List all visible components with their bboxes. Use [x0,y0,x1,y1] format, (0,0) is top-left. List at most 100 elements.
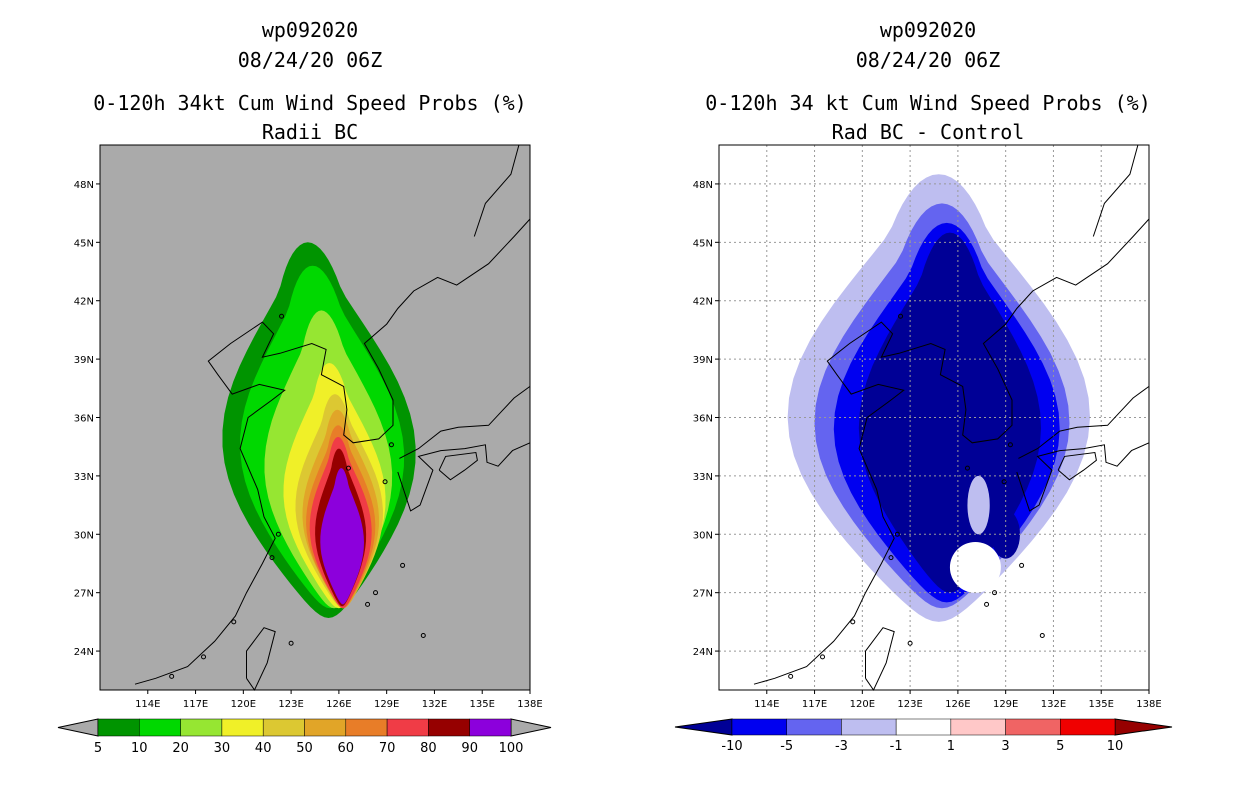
left-island [400,562,406,568]
right-island [850,619,856,625]
right-chart-subtitle: Rad BC - Control [831,120,1025,144]
right-gap-area [967,475,990,535]
right-colorbar-label: 5 [1056,739,1064,754]
right-lat-tick-label: 36N [693,414,713,425]
left-colorbar-swatch [469,718,512,737]
right-coastline [1016,442,1150,512]
right-coastline [1092,144,1139,237]
right-island [964,465,970,471]
left-lon-tick-label: 138E [517,699,542,710]
left-lat-tick-label: 39N [74,355,94,366]
right-grid [719,145,1149,690]
left-lon-tick-label: 129E [374,699,399,710]
right-colorbar-swatch [786,718,842,736]
right-storm-id: wp092020 [879,18,977,42]
left-chart: 114E 117E 120E 123E 126E 129E 132E 135E 138E 24N 2… [57,144,552,756]
right-island [992,590,998,596]
right-colorbar-label: -5 [780,739,793,754]
right-colorbar-under-arrow [674,718,733,736]
right-lat-tick-label: 48N [693,180,713,191]
left-lon-tick-label: 135E [470,699,495,710]
left-island [373,590,379,596]
right-colorbar-label: -3 [835,739,848,754]
right-lon-tick-label: 123E [897,699,922,710]
right-colorbar-swatch [950,718,1006,736]
right-coastline [1057,451,1097,481]
left-island [279,313,285,319]
left-colorbar-label: 30 [214,741,231,756]
left-island [365,601,371,607]
right-lat-tick-label: 27N [693,589,713,600]
left-chart-title: 0-120h 34kt Cum Wind Speed Probs (%) [93,91,527,115]
left-coastline [397,442,531,512]
right-island [984,601,990,607]
right-neutral-area [949,541,1001,593]
right-lon-tick-label: 129E [993,699,1018,710]
left-island [388,442,394,448]
right-colorbar-swatch [895,718,952,736]
right-island [820,654,826,660]
right-lon-tick-label: 132E [1041,699,1066,710]
right-lat-tick-label: 42N [693,297,713,308]
left-lon-tick-label: 123E [278,699,303,710]
left-coastline [473,144,520,237]
right-colorbar-label: -10 [721,739,742,754]
right-colorbar-label: 3 [1001,739,1009,754]
right-island [894,531,900,537]
left-island [269,555,275,561]
left-island [345,465,351,471]
right-lon-tick-label: 126E [945,699,970,710]
right-colorbar-label: -1 [890,739,903,754]
left-lat-tick-label: 48N [74,180,94,191]
left-lat-tick-label: 33N [74,472,94,483]
right-lat-tick-label: 24N [693,647,713,658]
left-colorbar-label: 80 [420,741,437,756]
right-island [788,673,794,679]
left-lon-tick-label: 132E [422,699,447,710]
left-island [382,479,388,485]
right-colorbar-over-arrow [1114,718,1173,736]
right-lon-tick-label: 117E [802,699,827,710]
left-coastlines [134,144,531,692]
left-island [169,673,175,679]
right-lat-tick-label: 45N [693,238,713,249]
right-island [1007,442,1013,448]
left-chart-subtitle: Radii BC [261,120,359,144]
left-datetime: 08/24/20 06Z [237,48,383,72]
right-island [907,640,913,646]
left-coastline [399,385,531,459]
right-lat-tick-label: 33N [693,472,713,483]
left-colorbar-label: 10 [131,741,148,756]
left-lon-tick-label: 114E [135,699,160,710]
right-island [1019,562,1025,568]
left-contour-90 [320,468,364,605]
left-colorbar-label: 20 [172,741,189,756]
left-island [288,640,294,646]
right-chart-title: 0-120h 34 kt Cum Wind Speed Probs (%) [705,91,1151,115]
right-island [1039,633,1045,638]
right-island [1001,479,1007,485]
left-colorbar-label: 5 [94,741,102,756]
left-lat-tick-label: 36N [74,414,94,425]
left-storm-id: wp092020 [261,18,359,42]
left-island [231,619,237,625]
left-lat-tick-label: 24N [74,647,94,658]
right-lon-tick-label: 135E [1089,699,1114,710]
right-coastline [753,218,1150,685]
left-lat-tick-label: 45N [74,238,94,249]
left-colorbar-label: 60 [338,741,355,756]
right-lat-tick-label: 30N [693,530,713,541]
right-contour-neg10 [858,232,1041,593]
left-colorbar-label: 40 [255,741,272,756]
left-island [201,654,207,660]
right-lon-tick-label: 138E [1136,699,1161,710]
right-colorbar-swatch [1005,718,1061,736]
right-colorbar-label: 1 [947,739,955,754]
left-island [420,633,426,638]
right-coastlines [753,144,1150,692]
left-colorbar-label: 50 [296,741,313,756]
right-island [888,555,894,561]
left-lat-tick-label: 30N [74,530,94,541]
right-colorbar-swatch [841,718,897,736]
